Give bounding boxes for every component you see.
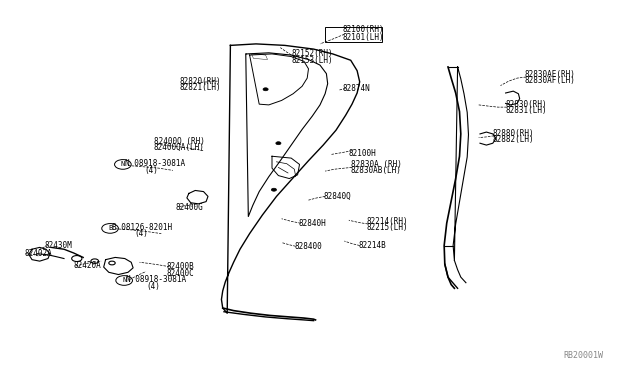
Text: N: N xyxy=(121,161,125,167)
Text: 82100(RH): 82100(RH) xyxy=(342,25,384,34)
Text: 82420A: 82420A xyxy=(74,262,101,270)
Text: 82153(LH): 82153(LH) xyxy=(291,56,333,65)
Text: 82874N: 82874N xyxy=(342,84,370,93)
Text: N 08918-3081A: N 08918-3081A xyxy=(126,275,186,284)
Text: 82400C: 82400C xyxy=(166,269,194,278)
Text: N 08918-3081A: N 08918-3081A xyxy=(125,159,185,168)
Text: (4): (4) xyxy=(134,230,148,238)
Circle shape xyxy=(271,188,276,191)
Circle shape xyxy=(276,142,281,145)
Text: 82214(RH): 82214(RH) xyxy=(366,217,408,226)
Text: N: N xyxy=(122,278,126,283)
Text: 82100H: 82100H xyxy=(349,149,376,158)
Text: (4): (4) xyxy=(144,166,158,174)
Text: 828400: 828400 xyxy=(294,242,322,251)
Text: 82831(LH): 82831(LH) xyxy=(506,106,547,115)
Text: 82400QA(LH): 82400QA(LH) xyxy=(154,143,204,152)
Text: 82830(RH): 82830(RH) xyxy=(506,100,547,109)
Text: 82402A: 82402A xyxy=(24,249,52,258)
Text: 82215(LH): 82215(LH) xyxy=(366,223,408,232)
Text: 82840H: 82840H xyxy=(299,219,326,228)
Text: 82830A (RH): 82830A (RH) xyxy=(351,160,401,169)
Text: 82400B: 82400B xyxy=(166,262,194,271)
Text: 82830AF(LH): 82830AF(LH) xyxy=(525,76,575,85)
Text: RB20001W: RB20001W xyxy=(563,351,604,360)
Text: 82152(RH): 82152(RH) xyxy=(291,49,333,58)
Text: 82830AB(LH): 82830AB(LH) xyxy=(351,166,401,175)
Text: 82830AE(RH): 82830AE(RH) xyxy=(525,70,575,79)
Text: 82400G: 82400G xyxy=(176,203,204,212)
Text: B: B xyxy=(108,225,112,231)
Text: (4): (4) xyxy=(146,282,160,291)
Text: 82820(RH): 82820(RH) xyxy=(179,77,221,86)
Text: 82430M: 82430M xyxy=(45,241,72,250)
Text: 82882(LH): 82882(LH) xyxy=(493,135,534,144)
Text: 82214B: 82214B xyxy=(358,241,386,250)
Text: B 08126-8201H: B 08126-8201H xyxy=(112,223,172,232)
Text: 82400Q (RH): 82400Q (RH) xyxy=(154,137,204,146)
Circle shape xyxy=(263,88,268,91)
Text: 82880(RH): 82880(RH) xyxy=(493,129,534,138)
Text: 82101(LH): 82101(LH) xyxy=(342,33,384,42)
Text: 82840Q: 82840Q xyxy=(323,192,351,201)
Text: 82821(LH): 82821(LH) xyxy=(179,83,221,92)
